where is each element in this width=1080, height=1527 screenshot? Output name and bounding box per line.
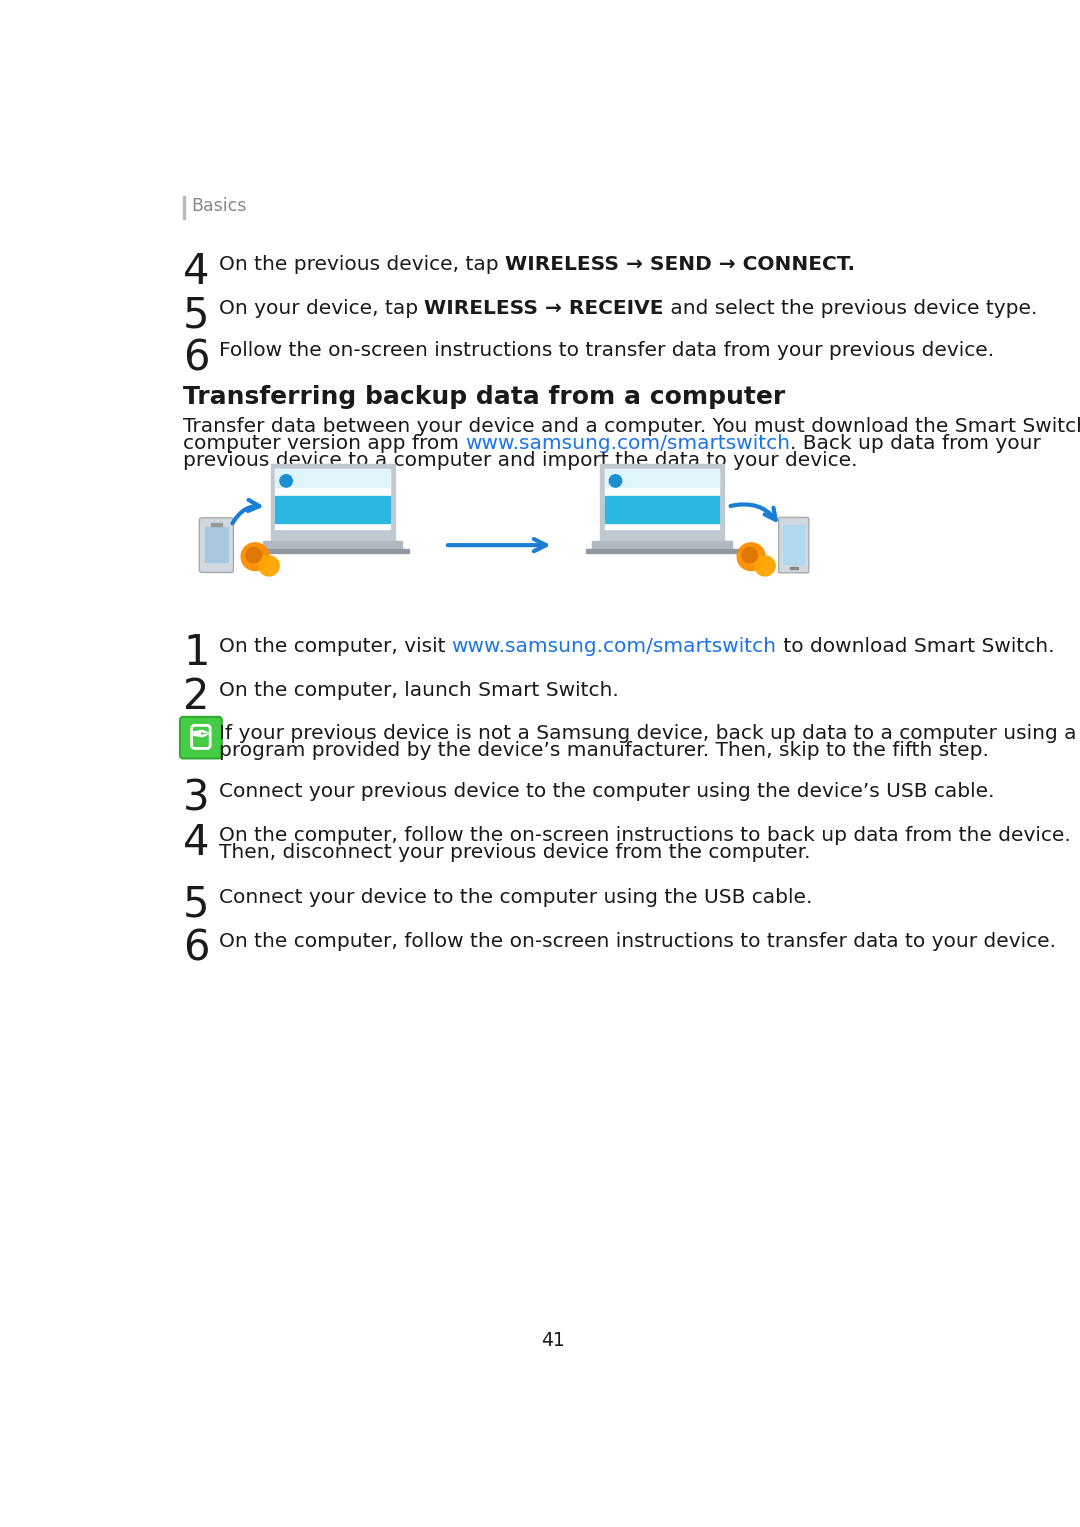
Bar [183, 195, 185, 218]
Text: to download Smart Switch.: to download Smart Switch. [777, 637, 1054, 655]
Text: ✒: ✒ [190, 724, 212, 747]
Bar [592, 541, 732, 550]
Bar [605, 496, 719, 522]
Bar [605, 469, 719, 528]
Text: 4: 4 [183, 250, 210, 293]
Text: and select the previous device type.: and select the previous device type. [664, 299, 1037, 318]
Text: 6: 6 [183, 927, 210, 970]
Text: Transfer data between your device and a computer. You must download the Smart Sw: Transfer data between your device and a … [183, 417, 1080, 437]
Bar [275, 469, 390, 487]
Bar [600, 464, 724, 541]
Bar [789, 567, 798, 570]
Bar [211, 524, 221, 525]
Text: 5: 5 [183, 883, 210, 925]
Circle shape [280, 475, 293, 487]
Text: www.samsung.com/smartswitch: www.samsung.com/smartswitch [451, 637, 777, 655]
Text: Connect your device to the computer using the USB cable.: Connect your device to the computer usin… [218, 887, 812, 907]
Text: WIRELESS → RECEIVE: WIRELESS → RECEIVE [424, 299, 664, 318]
Bar [275, 469, 390, 528]
Bar [262, 541, 403, 550]
Text: 3: 3 [183, 777, 210, 820]
Text: Basics: Basics [191, 197, 246, 215]
Text: 6: 6 [183, 337, 210, 379]
Text: Transferring backup data from a computer: Transferring backup data from a computer [183, 385, 785, 409]
Bar [605, 469, 719, 487]
Text: Follow the on-screen instructions to transfer data from your previous device.: Follow the on-screen instructions to tra… [218, 341, 994, 360]
FancyArrowPatch shape [232, 499, 259, 524]
Bar [257, 550, 408, 553]
Bar [205, 527, 228, 562]
Text: 1: 1 [183, 632, 210, 673]
Circle shape [742, 548, 757, 563]
Text: Then, disconnect your previous device from the computer.: Then, disconnect your previous device fr… [218, 843, 810, 863]
Bar [586, 550, 738, 553]
Circle shape [246, 548, 261, 563]
Text: 5: 5 [183, 295, 210, 337]
Text: Connect your previous device to the computer using the device’s USB cable.: Connect your previous device to the comp… [218, 782, 995, 802]
FancyArrowPatch shape [730, 504, 775, 519]
Circle shape [738, 542, 765, 571]
FancyBboxPatch shape [180, 716, 221, 759]
Text: . Back up data from your: . Back up data from your [791, 434, 1041, 454]
Text: WIRELESS → SEND → CONNECT.: WIRELESS → SEND → CONNECT. [504, 255, 854, 273]
Circle shape [755, 556, 775, 576]
Text: 4: 4 [183, 822, 210, 864]
Text: On the computer, launch Smart Switch.: On the computer, launch Smart Switch. [218, 681, 619, 699]
Text: If your previous device is not a Samsung device, back up data to a computer usin: If your previous device is not a Samsung… [218, 724, 1076, 742]
Text: On the computer, visit: On the computer, visit [218, 637, 451, 655]
Text: previous device to a computer and import the data to your device.: previous device to a computer and import… [183, 450, 858, 470]
Text: On the computer, follow the on-screen instructions to transfer data to your devi: On the computer, follow the on-screen in… [218, 931, 1056, 951]
Text: On the previous device, tap: On the previous device, tap [218, 255, 504, 273]
Text: www.samsung.com/smartswitch: www.samsung.com/smartswitch [465, 434, 791, 454]
Circle shape [609, 475, 622, 487]
FancyBboxPatch shape [200, 518, 233, 573]
Bar [275, 496, 390, 522]
Circle shape [259, 556, 279, 576]
Bar [271, 464, 394, 541]
Text: On the computer, follow the on-screen instructions to back up data from the devi: On the computer, follow the on-screen in… [218, 826, 1070, 844]
Text: 41: 41 [541, 1330, 566, 1350]
Text: computer version app from: computer version app from [183, 434, 465, 454]
Circle shape [241, 542, 269, 571]
Text: program provided by the device’s manufacturer. Then, skip to the fifth step.: program provided by the device’s manufac… [218, 741, 988, 760]
Bar [783, 525, 805, 563]
FancyBboxPatch shape [779, 518, 809, 573]
Text: 2: 2 [183, 676, 210, 718]
Text: On your device, tap: On your device, tap [218, 299, 424, 318]
